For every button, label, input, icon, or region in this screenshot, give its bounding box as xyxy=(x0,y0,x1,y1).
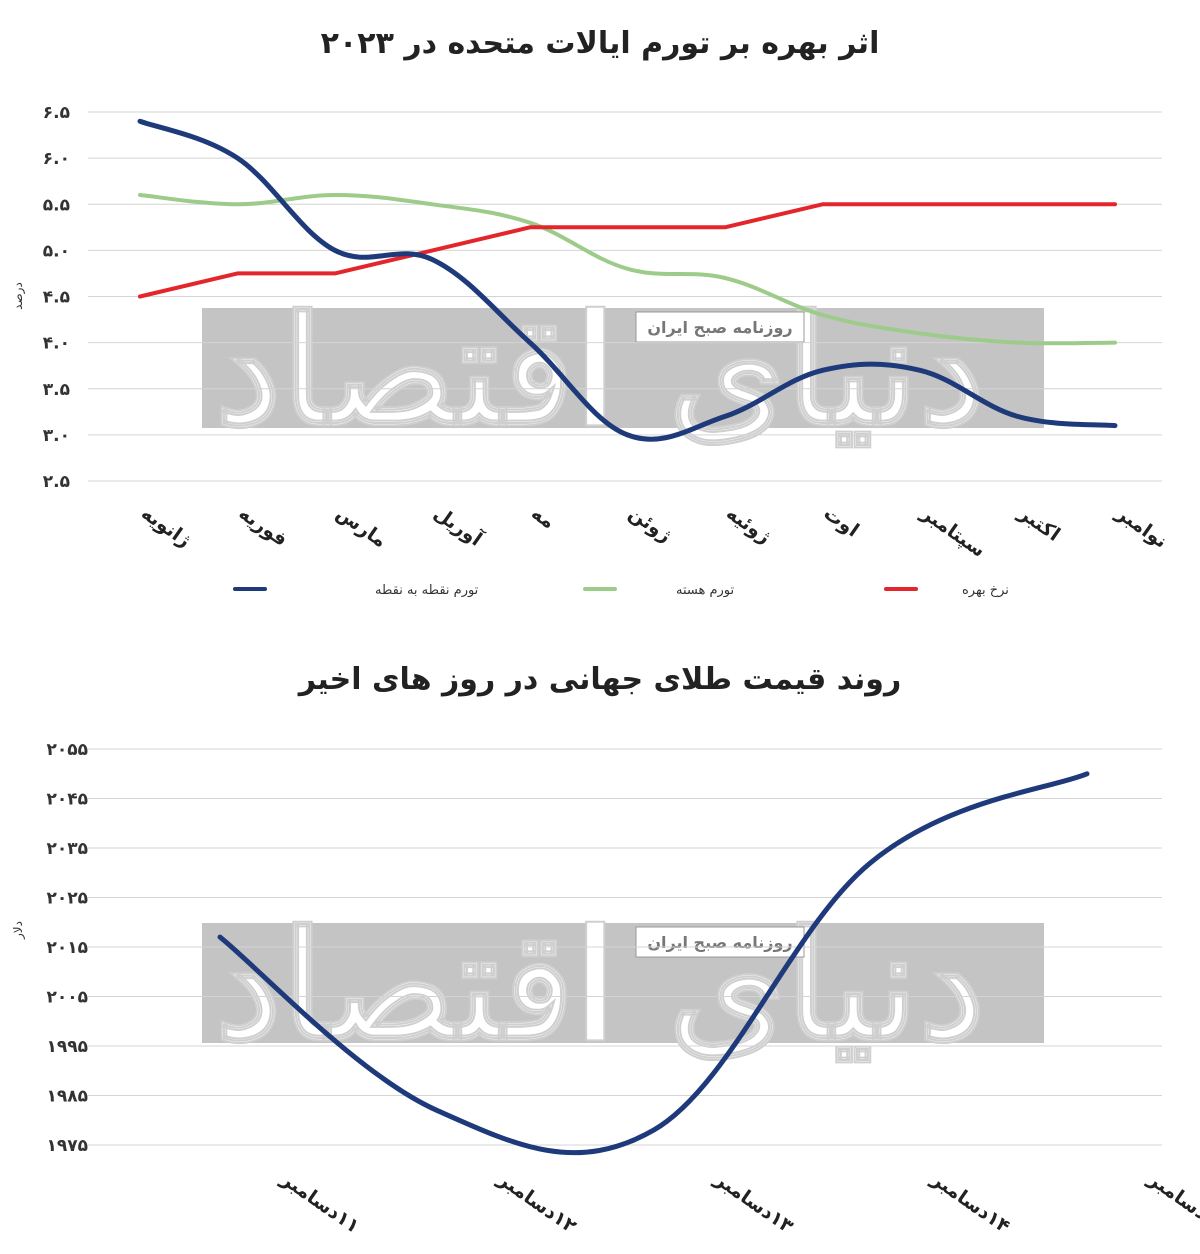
chart1-x-tick-label: فوریه xyxy=(235,502,292,551)
chart2-y-tick-label: ۱۹۸۵ xyxy=(46,1087,88,1107)
chart2-x-tick-label: ۱۳دسامبر xyxy=(710,1168,798,1239)
chart1-legend-label: تورم نقطه به نقطه xyxy=(375,583,479,598)
chart2-y-tick-label: ۱۹۷۵ xyxy=(46,1136,88,1156)
chart2-y-tick-label: ۲۰۳۵ xyxy=(46,839,88,859)
chart1-series-line-1 xyxy=(137,118,1118,442)
chart1-y-tick-label: ۳.۵ xyxy=(43,380,70,400)
chart2-y-tick-label: ۲۰۱۵ xyxy=(46,938,88,958)
chart1-y-tick-label: ۶.۰ xyxy=(43,149,70,169)
chart1-x-tick-label: نوامبر xyxy=(1111,502,1171,553)
chart1-y-tick-label: ۳.۰ xyxy=(43,426,70,446)
chart2-title: روند قیمت طلای جهانی در روز های اخیر xyxy=(298,662,902,697)
chart1-y-tick-label: ۴.۵ xyxy=(43,288,70,308)
chart1-x-tick-label: اوت xyxy=(820,502,863,541)
chart1-series-line-3 xyxy=(138,202,1117,299)
watermark-text: دنیای اقتصاد xyxy=(215,898,985,1074)
chart2-x-tick-label: ۱۵دسامبر xyxy=(1143,1168,1200,1239)
watermark-subtitle-box xyxy=(635,311,805,343)
chart1-y-tick-label: ۵.۵ xyxy=(43,195,70,215)
chart1-series-line-2 xyxy=(138,193,1117,346)
chart1-x-tick-label: مارس xyxy=(332,502,391,552)
chart1-x-tick-label: سپتامبر xyxy=(916,502,989,562)
watermark-band xyxy=(202,923,1044,1043)
chart1-x-tick-label: مه xyxy=(527,502,559,533)
watermark-subtitle: روزنامه صبح ایران xyxy=(647,933,792,952)
chart2-y-tick-label: ۲۰۰۵ xyxy=(46,988,88,1008)
chart1-y-axis-label: درصد xyxy=(11,282,26,310)
chart1-y-tick-label: ۴.۰ xyxy=(43,334,70,354)
chart1-legend-label: تورم هسته xyxy=(676,583,735,598)
chart1-y-tick-label: ۲.۵ xyxy=(43,472,70,492)
chart2-y-tick-label: ۱۹۹۵ xyxy=(46,1037,88,1057)
chart2-x-tick-label: ۱۲دسامبر xyxy=(493,1168,581,1239)
chart1-x-tick-label: اکتبر xyxy=(1014,502,1064,546)
chart2-x-tick-label: ۱۴دسامبر xyxy=(927,1168,1014,1238)
chart1-title: اثر بهره بر تورم ایالات متحده در ۲۰۲۳ xyxy=(320,26,880,61)
chart1-y-tick-label: ۵.۰ xyxy=(43,241,70,261)
chart2-y-axis-label: دلار xyxy=(11,921,26,940)
watermark-text: دنیای اقتصاد xyxy=(215,283,985,459)
chart1-y-tick-label: ۶.۵ xyxy=(43,103,70,123)
chart2-y-tick-label: ۲۰۲۵ xyxy=(46,889,88,909)
watermark-subtitle: روزنامه صبح ایران xyxy=(647,318,792,337)
chart1-x-tick-label: آوریل xyxy=(430,500,488,551)
chart2-y-tick-label: ۲۰۵۵ xyxy=(46,740,88,760)
chart1-x-tick-label: ژوئن xyxy=(625,502,676,547)
chart1-legend-label: نرخ بهره xyxy=(962,583,1009,598)
chart1-x-tick-label: ژانویه xyxy=(137,502,195,552)
chart2-series-line xyxy=(217,771,1090,1156)
chart1-x-tick-label: ژوئیه xyxy=(722,502,775,548)
chart2-y-tick-label: ۲۰۴۵ xyxy=(46,790,88,810)
chart2-x-tick-label: ۱۱دسامبر xyxy=(276,1168,363,1238)
